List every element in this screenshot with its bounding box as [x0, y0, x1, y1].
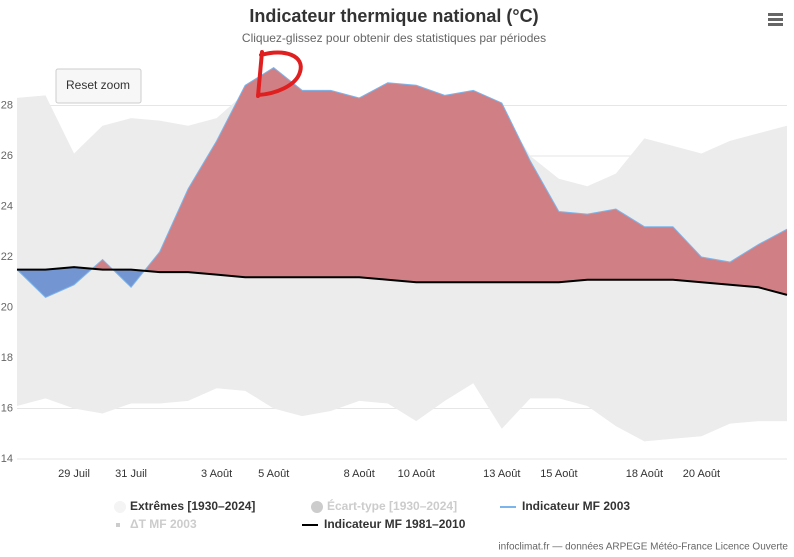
y-tick-label: 28 [1, 99, 13, 111]
button-label[interactable]: Reset zoom [66, 78, 130, 92]
y-tick-label: 14 [1, 453, 13, 465]
legend-label[interactable]: Indicateur MF 2003 [522, 499, 630, 513]
legend-label[interactable]: Indicateur MF 1981–2010 [324, 517, 466, 531]
legend-symbol [311, 501, 323, 513]
menu-button[interactable] [766, 10, 786, 30]
line-normal [17, 266, 788, 296]
x-tick-label: 20 Août [683, 468, 720, 480]
y-tick-label: 24 [1, 200, 13, 212]
line-2003 [16, 67, 788, 298]
legend-label[interactable]: Extrêmes [1930–2024] [130, 499, 255, 513]
x-tick-label: 15 Août [540, 468, 577, 480]
legend-item[interactable]: Extrêmes [1930–2024] [114, 499, 255, 513]
menu-bar [768, 13, 783, 16]
hand-drawn-annotation [256, 50, 303, 98]
x-tick-label: 8 Août [344, 468, 375, 480]
legend-label[interactable]: ΔT MF 2003 [130, 517, 197, 531]
legend-symbol [114, 501, 126, 513]
plot-area [16, 67, 788, 460]
menu-bar [768, 23, 783, 26]
credits: infoclimat.fr — données ARPEGE Météo-Fra… [498, 542, 788, 553]
legend-item[interactable]: Écart-type [1930–2024] [311, 498, 457, 513]
legend-symbol [116, 523, 120, 527]
x-tick-label: 3 Août [201, 468, 232, 480]
y-tick-label: 16 [1, 402, 13, 414]
chart-subtitle: Cliquez-glissez pour obtenir des statist… [242, 31, 546, 45]
y-tick-label: 26 [1, 150, 13, 162]
y-tick-label: 20 [1, 301, 13, 313]
x-tick-label: 18 Août [626, 468, 663, 480]
menu-bar [768, 18, 783, 21]
chart-title: Indicateur thermique national (°C) [249, 6, 538, 26]
reset-zoom-button[interactable]: Reset zoom [55, 68, 142, 104]
button-box[interactable] [55, 68, 142, 104]
x-tick-label: 10 Août [398, 468, 435, 480]
delta-fill-above [17, 67, 787, 295]
y-tick-label: 18 [1, 352, 13, 364]
y-tick-label: 22 [1, 251, 13, 263]
legend-item[interactable]: Indicateur MF 2003 [500, 499, 630, 513]
legend-label[interactable]: Écart-type [1930–2024] [327, 498, 457, 513]
x-tick-label: 31 Juil [115, 468, 147, 480]
legend: Extrêmes [1930–2024] Écart-type [1930–202… [114, 498, 630, 531]
x-tick-label: 5 Août [258, 468, 289, 480]
x-tick-label: 13 Août [483, 468, 520, 480]
x-tick-label: 29 Juil [58, 468, 90, 480]
legend-item[interactable]: ΔT MF 2003 [116, 517, 197, 531]
legend-item[interactable]: Indicateur MF 1981–2010 [302, 517, 466, 531]
